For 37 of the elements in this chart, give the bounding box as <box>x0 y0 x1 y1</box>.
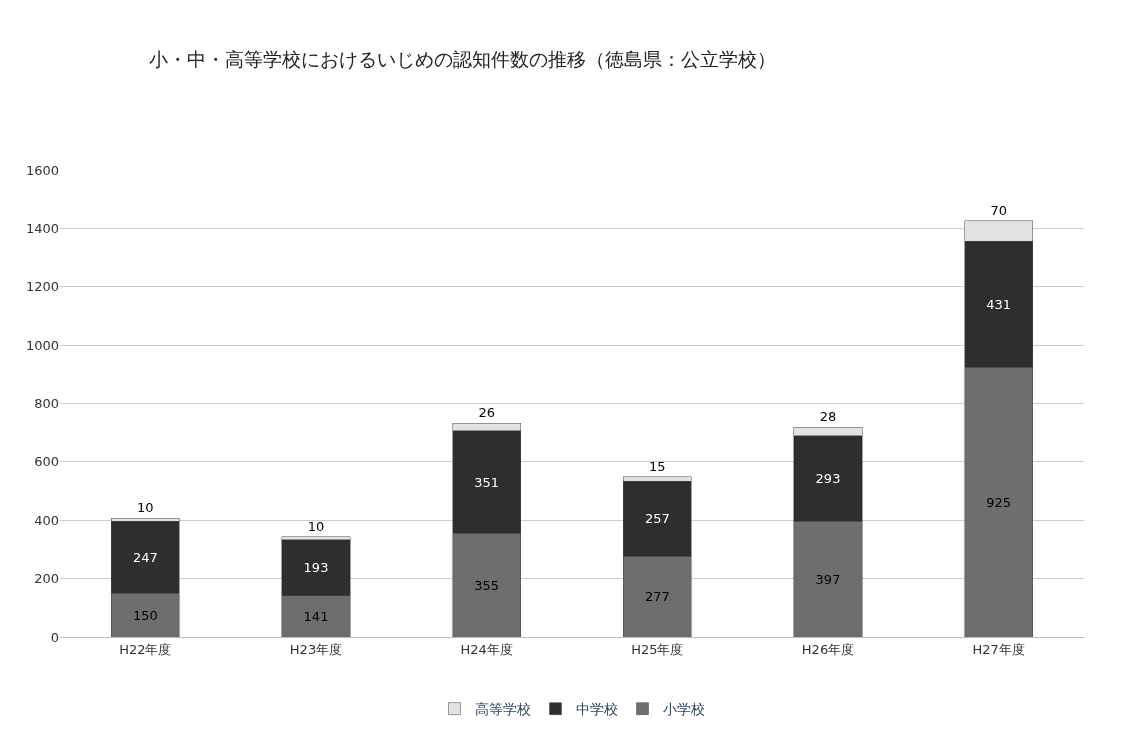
data-label: 277 <box>644 589 670 605</box>
data-label: 15 <box>649 458 666 474</box>
data-label: 10 <box>137 500 154 516</box>
x-tick-label: H24年度 <box>460 641 513 657</box>
data-label: 70 <box>990 202 1007 218</box>
data-label: 293 <box>815 470 841 486</box>
data-label: 925 <box>986 494 1012 510</box>
y-tick-label: 0 <box>50 629 59 645</box>
data-label: 193 <box>303 560 329 576</box>
y-tick-label: 1600 <box>25 162 59 178</box>
y-tick-label: 1400 <box>25 220 59 236</box>
x-tick-label: H22年度 <box>119 641 172 657</box>
y-tick-label: 800 <box>34 396 59 412</box>
chart-title: 小・中・高等学校におけるいじめの認知件数の推移（徳島県：公立学校） <box>148 47 776 70</box>
y-tick-label: 1000 <box>25 337 59 353</box>
y-tick-label: 1200 <box>25 279 59 295</box>
data-label: 355 <box>474 577 500 593</box>
data-label: 26 <box>478 405 495 421</box>
x-tick-label: H23年度 <box>289 641 343 657</box>
x-tick-label: H27年度 <box>972 641 1025 657</box>
legend-label: 小学校 <box>662 701 705 718</box>
data-label: 141 <box>303 608 329 624</box>
data-label: 247 <box>132 549 158 565</box>
data-label: 351 <box>474 474 500 490</box>
legend-label: 中学校 <box>575 701 618 718</box>
data-label: 257 <box>644 511 670 527</box>
y-tick-label: 600 <box>34 454 59 470</box>
y-tick-label: 200 <box>34 571 59 587</box>
data-label: 28 <box>819 409 837 425</box>
data-label: 150 <box>132 607 158 623</box>
y-tick-label: 400 <box>34 512 59 528</box>
x-tick-label: H26年度 <box>801 641 855 657</box>
legend-label: 高等学校 <box>474 701 531 718</box>
data-label: 10 <box>307 518 325 534</box>
data-label: 431 <box>986 296 1012 312</box>
x-tick-label: H25年度 <box>631 641 684 657</box>
data-label: 397 <box>815 571 841 587</box>
